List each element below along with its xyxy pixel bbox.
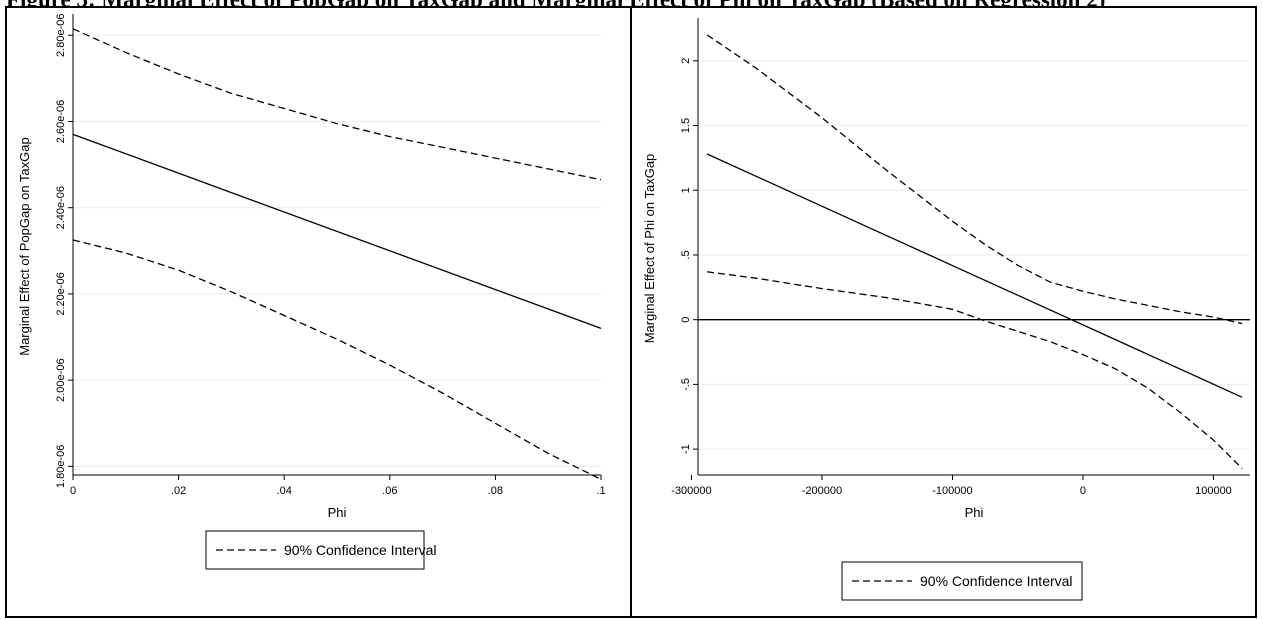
- y-tick-label: 0: [680, 317, 692, 323]
- x-tick-label: -200000: [802, 485, 842, 497]
- x-tick-label: -100000: [932, 485, 972, 497]
- x-tick-label: .08: [488, 485, 503, 497]
- y-tick-label: 2.00e-06: [55, 358, 67, 401]
- chart-panel-phi: -1 -.5 0 .5 1 1.5 2 -300000 -200000 -100000 0 10000…: [630, 6, 1257, 618]
- chart-panel-popgap: 1.80e-06 2.00e-06 2.20e-06 2.40e-06 2.60e-06…: [5, 6, 632, 618]
- legend-box: [205, 530, 425, 570]
- x-tick-label: 100000: [1195, 485, 1232, 497]
- y-tick-label: 1.5: [680, 118, 692, 133]
- y-tick-label: -.5: [680, 378, 692, 391]
- y-axis-title: Marginal Effect of PopGap on TaxGap: [17, 137, 32, 356]
- legend-label: 90% Confidence Interval: [920, 573, 1073, 589]
- y-tick-label: 1: [680, 187, 692, 193]
- x-tick-label: 0: [1080, 485, 1086, 497]
- series-estimate-line: [706, 153, 1243, 398]
- y-tick-label: -1: [680, 444, 692, 454]
- series-lower-line: [707, 271, 1243, 469]
- chart-phi-svg: -1 -.5 0 .5 1 1.5 2 -300000 -200000 -100000 0 10000…: [642, 18, 1250, 601]
- legend-box: [841, 561, 1083, 601]
- series-upper-line: [706, 34, 1243, 325]
- x-tick-label: .02: [171, 485, 186, 497]
- chart-popgap-svg: 1.80e-06 2.00e-06 2.20e-06 2.40e-06 2.60e-06…: [17, 14, 606, 570]
- y-tick-label: 2.20e-06: [55, 272, 67, 315]
- legend-label: 90% Confidence Interval: [284, 542, 437, 558]
- y-tick-label: 2.40e-06: [55, 186, 67, 229]
- x-tick-label: -300000: [671, 485, 711, 497]
- x-axis-title: Phi: [965, 505, 984, 520]
- y-tick-label: .5: [680, 250, 692, 259]
- y-tick-label: 2.60e-06: [55, 100, 67, 143]
- x-tick-label: 0: [70, 485, 76, 497]
- x-axis-title: Phi: [328, 505, 347, 520]
- x-tick-label: .1: [596, 485, 605, 497]
- series-lower-line: [72, 239, 602, 480]
- y-tick-label: 2.80e-06: [55, 14, 67, 57]
- x-tick-label: .06: [382, 485, 397, 497]
- y-axis-title: Marginal Effect of Phi on TaxGap: [642, 154, 657, 344]
- x-tick-label: .04: [277, 485, 292, 497]
- series-upper-line: [72, 28, 602, 181]
- y-tick-label: 1.80e-06: [55, 445, 67, 488]
- y-tick-label: 2: [680, 58, 692, 64]
- series-estimate-line: [72, 133, 602, 330]
